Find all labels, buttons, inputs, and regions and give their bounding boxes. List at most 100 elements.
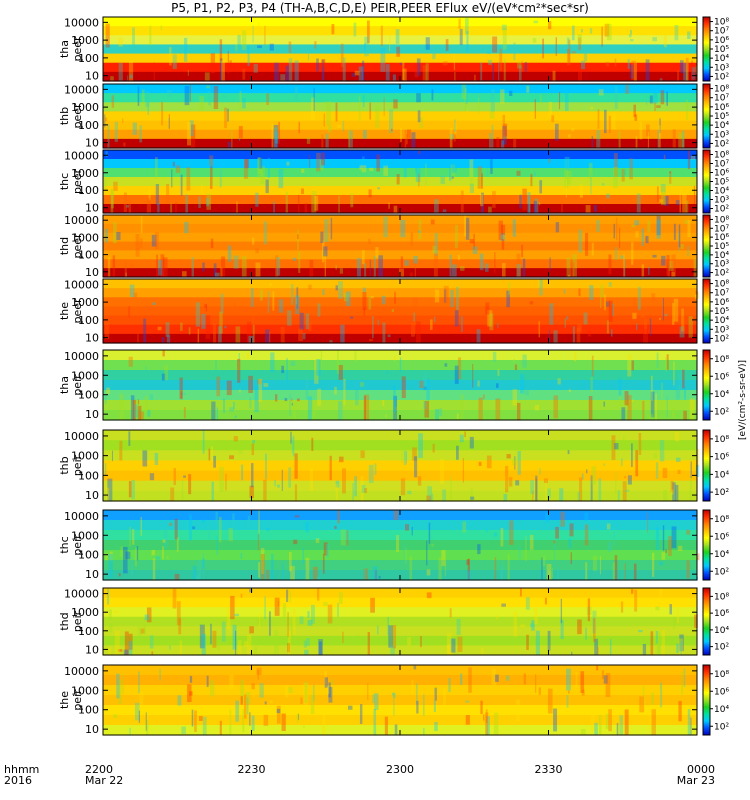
colorbar-tick-label: 10² xyxy=(714,567,729,577)
y-axis: 10 100 1000 10000 xyxy=(64,430,697,502)
colorbar-tick-label: 10² xyxy=(714,407,729,417)
panel-label: thapeer xyxy=(58,36,84,62)
colorbar-tick-label: 10⁴ xyxy=(714,187,729,197)
colorbar-tick-label: 10⁷ xyxy=(714,160,729,170)
y-tick-label: 10000 xyxy=(64,16,99,29)
colorbar-tick-label: 10⁶ xyxy=(714,532,729,542)
colorbar-tick-label: 10² xyxy=(714,269,729,279)
colorbar-tick-label: 10⁴ xyxy=(714,316,729,326)
panel-thc-peir: 10 100 1000 10000 thcpeir 10² 10⁴ 10⁶ 10⁸ xyxy=(58,509,729,581)
colorbar-tick-label: 10⁶ xyxy=(714,609,729,619)
y-axis: 10 100 1000 10000 xyxy=(64,665,697,736)
panel-the-peer: 10100100010000thepeer10²10³10⁴10⁵10⁶10⁷1… xyxy=(58,278,729,344)
y-axis: 10 100 1000 10000 xyxy=(64,83,697,150)
y-tick-label: 10000 xyxy=(64,278,99,291)
y-axis: 10 100 1000 10000 xyxy=(64,214,697,279)
colorbar-tick-label: 10³ xyxy=(714,130,729,140)
colorbar-tick-label: 10³ xyxy=(714,63,729,73)
x-axis-header-time: hhmm xyxy=(4,763,39,776)
spectrogram-thc-peer xyxy=(103,150,697,214)
y-axis: 10 100 1000 10000 xyxy=(64,510,697,581)
y-tick-label: 100 xyxy=(78,119,99,132)
y-tick-label: 100 xyxy=(78,314,99,327)
colorbar-tick-label: 10² xyxy=(714,722,729,732)
panel-label: thbpeir xyxy=(58,454,84,476)
colorbar-tick-label: 10² xyxy=(714,72,729,82)
y-tick-label: 10000 xyxy=(64,588,99,601)
y-tick-label: 100 xyxy=(78,704,99,717)
colorbar-tick-label: 10⁷ xyxy=(714,224,729,234)
spectrogram-thd-peer xyxy=(103,215,698,278)
colorbar: 10² 10⁴ 10⁶ 10⁸ xyxy=(702,349,729,421)
chart-title: P5, P1, P2, P3, P4 (TH-A,B,C,D,E) PEIR,P… xyxy=(171,1,589,15)
colorbar-tick-label: 10⁷ xyxy=(714,27,729,37)
colorbar: 10² 10⁴ 10⁶ 10⁸ xyxy=(702,664,729,736)
colorbar-tick-label: 10⁷ xyxy=(714,94,729,104)
x-tick-label: 2230 xyxy=(238,763,266,776)
panel-tha-peir: 10 100 1000 10000 thapeir 10² 10⁴ 10⁶ 10⁸ xyxy=(58,349,729,421)
panel-tha-peer: 10100100010000thapeer10²10³10⁴10⁵10⁶10⁷1… xyxy=(58,16,729,82)
colorbar-tick-label: 10³ xyxy=(714,260,729,270)
panel-label: thcpeer xyxy=(58,169,84,195)
spectrogram-thb-peer xyxy=(103,84,697,149)
y-axis: 10 100 1000 10000 xyxy=(64,149,697,215)
y-tick-label: 100 xyxy=(78,389,99,402)
spectrogram-the-peir xyxy=(103,665,697,736)
spectrogram-tha-peir xyxy=(103,350,697,421)
colorbar-tick-label: 10⁶ xyxy=(714,372,729,382)
colorbar-tick-label: 10⁵ xyxy=(714,45,729,55)
y-tick-label: 10 xyxy=(85,70,99,83)
y-tick-label: 100 xyxy=(78,52,99,65)
colorbar-tick-label: 10⁴ xyxy=(714,626,729,636)
y-tick-label: 10000 xyxy=(64,214,99,227)
y-tick-label: 10 xyxy=(85,568,99,581)
y-tick-label: 100 xyxy=(78,549,99,562)
x-axis-header-year: 2016 xyxy=(4,774,32,787)
x-tick-label: 2200 xyxy=(85,763,113,776)
panel-the-peir: 10 100 1000 10000 thepeir 10² 10⁴ 10⁶ 10⁸ xyxy=(58,664,729,736)
y-tick-label: 100 xyxy=(78,184,99,197)
colorbar-tick-label: 10⁸ xyxy=(714,85,729,95)
y-tick-label: 10 xyxy=(85,723,99,736)
colorbar-tick-label: 10⁵ xyxy=(714,307,729,317)
colorbar-units-label: [eV/(cm²-s-sr-eV)] xyxy=(738,360,748,440)
colorbar-tick-label: 10⁸ xyxy=(714,355,729,365)
colorbar-tick-label: 10² xyxy=(714,205,729,215)
y-tick-label: 10 xyxy=(85,266,99,279)
y-tick-label: 1000 xyxy=(71,529,99,542)
panel-label: thbpeer xyxy=(58,103,84,129)
x-tick-date-label: Mar 23 xyxy=(677,774,715,787)
panels-group: 10100100010000thapeer10²10³10⁴10⁵10⁶10⁷1… xyxy=(58,16,729,736)
panel-thb-peir: 10 100 1000 10000 thbpeir 10² 10⁴ 10⁶ 10⁸ xyxy=(58,429,729,502)
colorbar-tick-label: 10⁴ xyxy=(714,470,729,480)
colorbar-tick-label: 10⁵ xyxy=(714,178,729,188)
colorbar-tick-label: 10⁶ xyxy=(714,169,729,179)
y-axis: 10 100 1000 10000 xyxy=(64,16,697,83)
colorbar-tick-label: 10⁶ xyxy=(714,453,729,463)
colorbar-tick-label: 10³ xyxy=(714,196,729,206)
y-tick-label: 1000 xyxy=(71,450,99,463)
colorbar-tick-label: 10² xyxy=(714,488,729,498)
colorbar: 10² 10⁴ 10⁶ 10⁸ xyxy=(702,509,729,581)
colorbar-tick-label: 10⁶ xyxy=(714,233,729,243)
x-tick-label: 2330 xyxy=(535,763,563,776)
colorbar-tick-label: 10⁴ xyxy=(714,54,729,64)
panel-label: thdpeer xyxy=(58,233,84,259)
y-axis: 10 100 1000 10000 xyxy=(64,350,697,421)
colorbar-tick-label: 10⁸ xyxy=(714,215,729,225)
colorbar-tick-label: 10² xyxy=(714,643,729,653)
y-tick-label: 10000 xyxy=(64,350,99,363)
colorbar-tick-label: 10² xyxy=(714,334,729,344)
colorbar-tick-label: 10⁶ xyxy=(714,687,729,697)
y-tick-label: 1000 xyxy=(71,369,99,382)
y-tick-label: 10 xyxy=(85,137,99,150)
colorbar-tick-label: 10⁴ xyxy=(714,390,729,400)
spectrogram-thd-peir xyxy=(103,588,698,656)
colorbar-tick-label: 10⁸ xyxy=(714,670,729,680)
panel-label: thdpeir xyxy=(58,610,84,632)
